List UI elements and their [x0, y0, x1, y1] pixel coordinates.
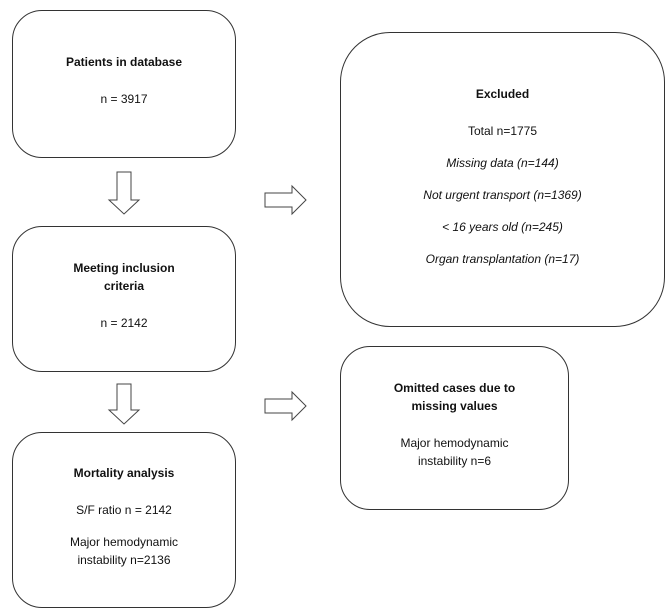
node-item: < 16 years old (n=245) — [442, 219, 563, 234]
right-arrow — [264, 390, 307, 422]
node-item: Major hemodynamic instability n=6 — [400, 436, 509, 468]
node-item: Organ transplantation (n=17) — [425, 251, 580, 266]
node-box: Meeting inclusion criteria n = 2142 — [12, 226, 236, 372]
node-item: n = 2142 — [100, 316, 148, 330]
down-arrow — [107, 383, 141, 425]
node-title: Mortality analysis — [73, 466, 175, 480]
node-item: S/F ratio n = 2142 — [76, 503, 172, 517]
node-box: Excluded Total n=1775 Missing data (n=144)… — [340, 32, 665, 327]
node-box: Mortality analysis S/F ratio n = 2142 Majo… — [12, 432, 236, 608]
node-title: Omitted cases due to missing values — [393, 381, 516, 413]
node-box: Omitted cases due to missing values Major… — [340, 346, 569, 510]
node-item: Missing data (n=144) — [446, 155, 559, 170]
node-title: Excluded — [475, 86, 530, 101]
down-arrow — [107, 171, 141, 215]
right-arrow — [264, 184, 307, 216]
node-item: n = 3917 — [100, 92, 148, 106]
node-title: Patients in database — [65, 55, 183, 69]
node-item: Total n=1775 — [467, 123, 538, 138]
node-item: Not urgent transport (n=1369) — [423, 187, 582, 202]
node-item: Major hemodynamic instability n=2136 — [69, 535, 179, 567]
node-title: Meeting inclusion criteria — [73, 261, 175, 293]
node-box: Patients in database n = 3917 — [12, 10, 236, 158]
